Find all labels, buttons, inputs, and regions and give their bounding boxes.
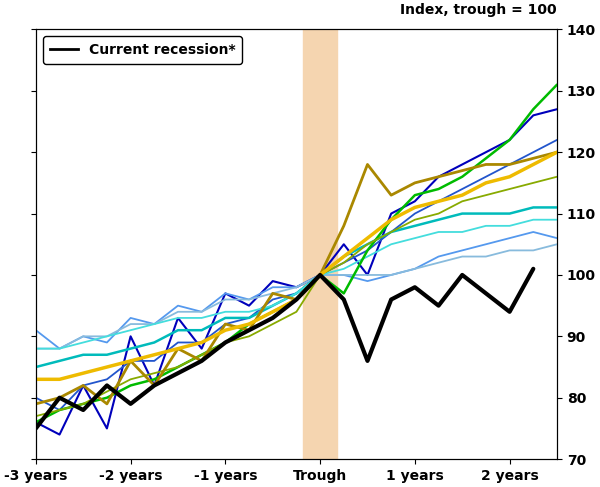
Legend: Current recession*: Current recession*: [43, 37, 242, 64]
Text: Index, trough = 100: Index, trough = 100: [400, 2, 557, 17]
Bar: [303, 29, 337, 459]
